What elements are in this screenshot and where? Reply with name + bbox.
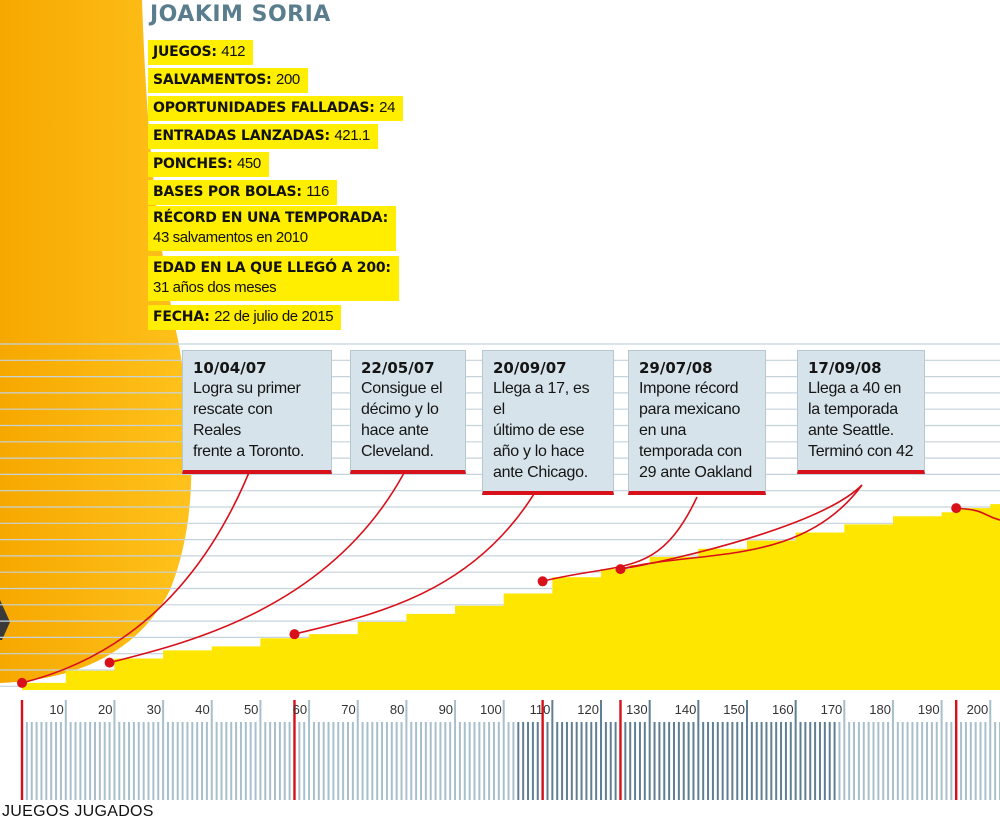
x-tick-label: 130 <box>626 702 648 717</box>
x-tick-label: 20 <box>98 702 112 717</box>
x-tick-label: 40 <box>195 702 209 717</box>
milestone-point <box>289 629 300 640</box>
x-tick-label: 80 <box>390 702 404 717</box>
x-tick-label: 150 <box>723 702 745 717</box>
x-tick-label: 50 <box>244 702 258 717</box>
x-tick-label: 200 <box>967 702 989 717</box>
x-tick-label: 110 <box>530 702 551 717</box>
milestone-point <box>951 503 962 514</box>
milestone-callout-4: 29/07/08 Impone récord para mexicano en … <box>628 350 766 495</box>
x-tick-label: 90 <box>439 702 453 717</box>
milestone-point <box>17 677 27 688</box>
stat-salvamentos: SALVAMENTOS: 200 <box>148 68 308 93</box>
x-axis-label: JUEGOS JUGADOS <box>2 803 154 820</box>
x-axis-ticks: 10 20 30 40 50 60 70 80 90 100 110 120 130 140 150 160 1… <box>20 700 1000 800</box>
x-tick-label: 170 <box>821 702 843 717</box>
stat-entradas-lanzadas: ENTRADAS LANZADAS: 421.1 <box>148 124 378 149</box>
connector-line <box>21 454 257 684</box>
stat-juegos: JUEGOS: 412 <box>148 40 254 65</box>
saves-area <box>22 500 1000 687</box>
milestone-point <box>615 564 626 575</box>
connector-line <box>294 472 547 635</box>
stat-record-temporada: RÉCORD EN UNA TEMPORADA: 43 salvamentos e… <box>148 206 397 251</box>
connector-line <box>109 472 405 664</box>
x-tick-label: 60 <box>293 702 307 717</box>
stat-edad-200: EDAD EN LA QUE LLEGÓ A 200: 31 años dos m… <box>148 256 399 301</box>
x-tick-label: 140 <box>675 702 697 717</box>
x-tick-label: 30 <box>147 702 161 717</box>
connector-line <box>956 507 1000 521</box>
stat-bases-por-bolas: BASES POR BOLAS: 116 <box>148 180 337 205</box>
x-tick-label: 10 <box>49 702 63 717</box>
milestone-points <box>17 503 962 688</box>
x-tick-label: 100 <box>480 702 502 717</box>
stat-ponches: PONCHES: 450 <box>148 152 269 177</box>
connector-lines <box>21 454 1000 684</box>
connector-line <box>542 496 698 583</box>
stat-fecha: FECHA: 22 de julio de 2015 <box>148 305 342 330</box>
milestone-callout-5: 17/09/08 Llega a 40 en la temporada ante… <box>797 350 925 474</box>
x-tick-label: 120 <box>577 702 599 717</box>
x-tick-label: 190 <box>918 702 940 717</box>
player-name: JOAKIM SORIA <box>150 2 331 27</box>
milestone-point <box>537 576 548 587</box>
x-tick-label: 70 <box>341 702 355 717</box>
area-layer <box>22 500 1000 690</box>
connector-line <box>620 484 863 570</box>
milestone-callout-2: 22/05/07 Consigue el décimo y lo hace an… <box>350 350 466 474</box>
milestone-point <box>104 657 115 668</box>
milestone-callout-3: 20/09/07 Llega a 17, es el último de ese… <box>482 350 614 495</box>
area-baseline <box>22 687 1000 690</box>
x-tick-label: 180 <box>869 702 891 717</box>
milestone-callout-1: 10/04/07 Logra su primer rescate con Rea… <box>182 350 332 474</box>
x-tick-label: 160 <box>772 702 794 717</box>
stat-oportunidades-falladas: OPORTUNIDADES FALLADAS: 24 <box>148 96 404 121</box>
